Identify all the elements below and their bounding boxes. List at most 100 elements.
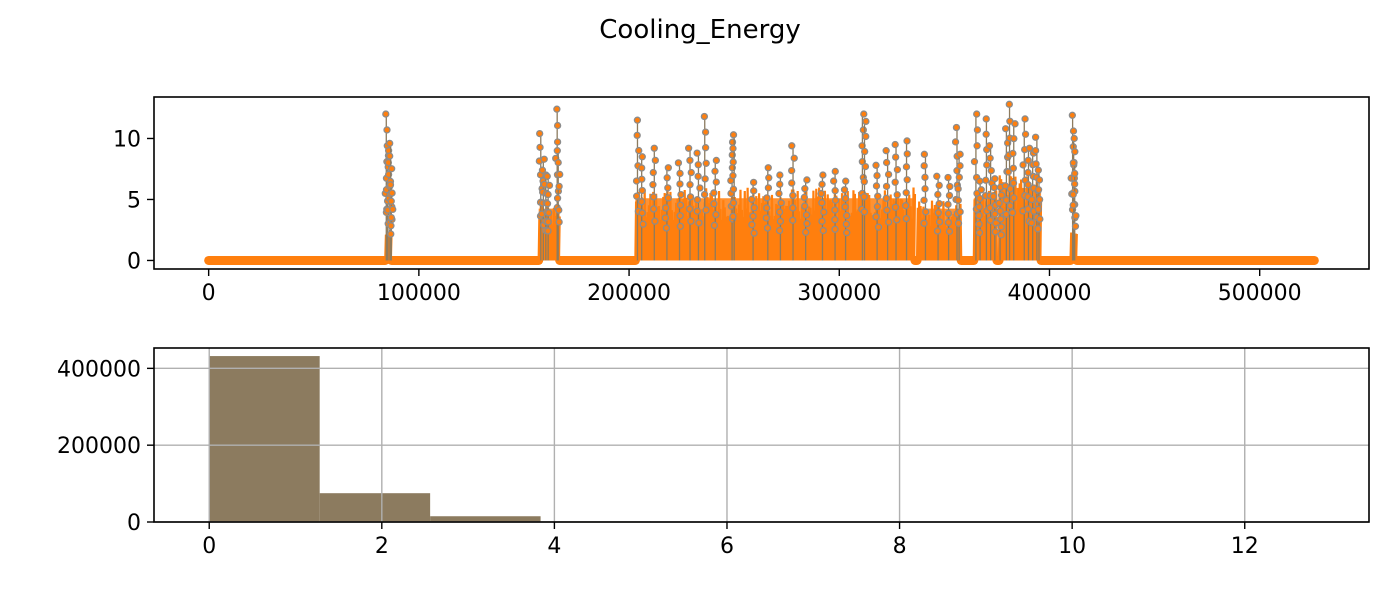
data-point <box>729 185 738 193</box>
data-point <box>749 178 758 187</box>
data-point <box>997 215 1005 223</box>
timeseries-x-tick-label: 400000 <box>1007 281 1091 306</box>
data-point <box>1006 185 1014 193</box>
data-point <box>872 213 880 221</box>
data-point <box>664 194 672 202</box>
data-point <box>639 220 647 228</box>
data-point <box>750 204 758 212</box>
timeseries-series <box>204 100 1319 265</box>
data-point <box>860 110 868 118</box>
data-point <box>694 172 702 181</box>
histogram-y-tick-label: 0 <box>127 511 141 536</box>
data-point <box>920 150 929 158</box>
data-point <box>902 202 910 210</box>
data-point <box>1006 202 1015 210</box>
data-point <box>775 226 784 235</box>
histogram-x-tick-label: 4 <box>547 534 561 559</box>
data-point <box>874 192 882 200</box>
data-point <box>543 199 552 208</box>
data-point <box>945 191 954 200</box>
data-point <box>554 158 562 167</box>
data-point <box>800 193 808 202</box>
data-point <box>536 143 544 151</box>
data-point <box>1035 195 1044 204</box>
histogram-bar <box>209 356 320 522</box>
data-point <box>985 142 994 150</box>
data-point <box>789 204 797 212</box>
data-point <box>986 154 994 162</box>
data-point <box>1005 100 1013 108</box>
timeseries-y-axis: 0 5 10 <box>113 127 154 274</box>
data-point <box>982 115 990 123</box>
data-point <box>991 228 1000 236</box>
data-point <box>991 210 999 218</box>
data-point <box>996 207 1004 215</box>
data-point <box>1024 205 1032 213</box>
data-point <box>695 219 703 227</box>
data-point <box>843 229 851 237</box>
data-point <box>873 171 881 180</box>
data-point <box>830 177 838 185</box>
data-point <box>921 173 929 181</box>
data-point <box>902 163 911 171</box>
data-point <box>954 196 962 204</box>
data-point <box>956 208 964 216</box>
data-point <box>748 195 756 203</box>
data-point <box>386 181 395 189</box>
histogram-plot-area <box>154 348 1369 522</box>
data-point <box>384 158 393 167</box>
data-point <box>712 156 720 165</box>
data-point <box>862 117 870 126</box>
data-point <box>862 132 870 141</box>
data-point <box>789 216 797 224</box>
data-point <box>777 199 785 207</box>
data-point <box>831 167 839 176</box>
data-point <box>387 213 395 222</box>
data-point <box>555 182 563 191</box>
data-point <box>831 225 839 233</box>
active-period <box>632 110 917 261</box>
data-point <box>663 174 671 182</box>
data-point <box>1024 156 1032 165</box>
data-point <box>687 168 695 177</box>
data-point <box>1001 182 1009 190</box>
data-point <box>893 166 902 174</box>
data-point <box>685 205 694 213</box>
data-point <box>544 218 552 226</box>
data-point <box>775 208 784 216</box>
data-point <box>676 180 684 188</box>
data-point <box>944 173 952 182</box>
data-point <box>536 129 544 138</box>
data-point <box>387 222 395 230</box>
data-point <box>788 166 796 175</box>
data-point <box>1069 127 1078 135</box>
data-point <box>951 138 960 146</box>
data-point <box>387 197 395 205</box>
data-point <box>686 156 694 165</box>
data-point <box>712 210 720 219</box>
data-point <box>973 142 981 150</box>
data-point <box>920 196 928 204</box>
data-point <box>650 205 658 213</box>
data-point <box>638 186 646 195</box>
data-point <box>902 214 910 223</box>
data-point <box>903 176 911 184</box>
data-point <box>638 209 646 217</box>
histogram-x-tick-label: 8 <box>893 534 907 559</box>
data-point <box>1034 205 1043 213</box>
data-point <box>818 199 826 207</box>
data-point <box>976 177 984 185</box>
timeseries-x-tick-label: 100000 <box>377 281 461 306</box>
active-period <box>915 123 964 261</box>
data-point <box>649 193 658 201</box>
data-point <box>973 126 982 134</box>
data-point <box>790 154 798 162</box>
data-point <box>990 183 998 192</box>
data-point <box>1071 169 1079 178</box>
data-point <box>764 164 772 172</box>
data-point <box>382 110 390 118</box>
data-point <box>710 200 718 208</box>
data-point <box>388 165 396 173</box>
data-point <box>1010 194 1018 202</box>
